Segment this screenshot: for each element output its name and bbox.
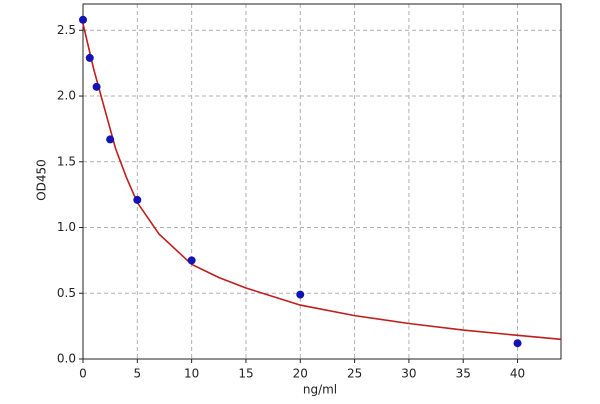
data-point	[106, 135, 115, 144]
y-axis-label: OD450	[35, 159, 49, 201]
data-point	[513, 339, 522, 348]
data-point	[79, 15, 87, 24]
data-point	[92, 82, 101, 91]
y-tick-label: 1.0	[57, 220, 76, 234]
y-tick-label: 1.5	[57, 154, 76, 168]
data-point	[187, 256, 196, 265]
y-tick-label: 2.0	[57, 89, 76, 103]
plot-frame	[82, 3, 562, 360]
x-axis-label: ng/ml	[303, 383, 337, 397]
y-tick-label: 0.0	[57, 352, 76, 366]
data-point	[85, 53, 94, 62]
x-tick-label: 35	[456, 367, 471, 381]
x-tick-label: 0	[79, 367, 87, 381]
x-tick-label: 15	[238, 367, 253, 381]
x-tick-label: 30	[401, 367, 416, 381]
data-point	[296, 290, 305, 299]
fit-curve	[82, 23, 562, 341]
x-tick-label: 5	[133, 367, 141, 381]
y-tick-label: 0.5	[57, 286, 76, 300]
x-tick-label: 10	[184, 367, 199, 381]
x-tick-label: 20	[293, 367, 308, 381]
x-tick-label: 25	[347, 367, 362, 381]
x-tick-label: 40	[510, 367, 525, 381]
y-tick-label: 2.5	[57, 23, 76, 37]
data-point	[133, 195, 142, 204]
